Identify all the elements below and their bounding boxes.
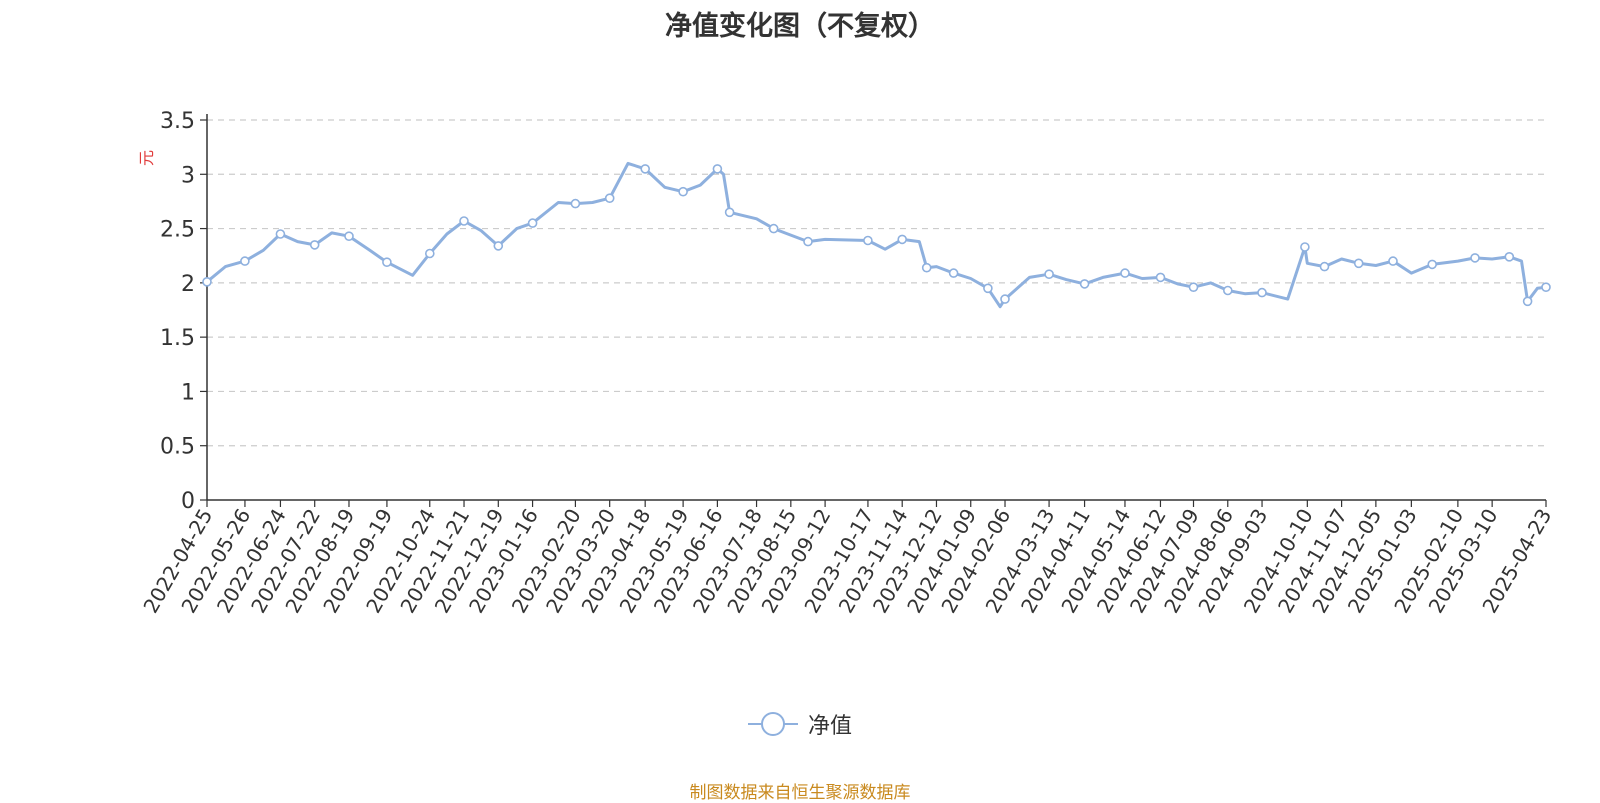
data-point [803, 236, 813, 247]
x-tick-labels: 2022-04-252022-05-262022-06-242022-07-22… [138, 505, 1556, 618]
data-point [459, 216, 469, 226]
data-point [712, 164, 723, 174]
data-point [344, 231, 354, 241]
data-point [1044, 269, 1054, 280]
data-point [724, 207, 735, 218]
series-line [206, 161, 1547, 309]
data-point [493, 241, 504, 251]
data-point [897, 234, 908, 245]
data-point [309, 240, 320, 250]
y-axis-label: 元 [137, 150, 156, 166]
data-point [983, 283, 993, 294]
legend-label: 净值 [807, 714, 852, 739]
data-point [1300, 242, 1310, 252]
data-point [948, 268, 959, 278]
data-point [240, 256, 250, 266]
data-point [382, 257, 392, 268]
legend-line-circle-icon [747, 712, 798, 736]
y-tick-label: 3 [181, 163, 195, 188]
data-point [1223, 285, 1233, 296]
data-point [570, 198, 581, 209]
data-source-note: 制图数据来自恒生聚源数据库 [689, 783, 911, 803]
series-layer [202, 161, 1551, 309]
chart-title: 净值变化图（不复权） [665, 11, 935, 42]
y-tick-label: 0 [181, 489, 195, 514]
y-tick-label: 2.5 [160, 218, 195, 243]
data-point [202, 276, 212, 287]
data-point [1188, 282, 1199, 293]
data-point [1522, 296, 1533, 307]
y-tick-labels: 0 0.5 1 1.5 2 2.5 3 3.5 [160, 109, 195, 514]
data-point [1353, 258, 1364, 269]
data-point [1388, 256, 1398, 266]
data-point [1504, 251, 1515, 262]
y-tick-label: 2 [181, 272, 195, 297]
data-point [768, 223, 779, 234]
y-tick-label: 1 [181, 380, 195, 405]
data-point [275, 229, 286, 239]
data-point [1155, 272, 1166, 283]
y-tick-label: 0.5 [160, 435, 195, 460]
data-point [424, 248, 435, 259]
grid-lines [207, 119, 1546, 447]
data-point [1427, 259, 1437, 270]
data-point [604, 193, 615, 203]
data-point [1257, 287, 1267, 298]
data-point [863, 235, 873, 246]
legend[interactable]: 净值 [0, 708, 1600, 740]
data-point [921, 262, 932, 273]
data-point [1470, 253, 1480, 263]
y-tick-label: 3.5 [160, 109, 195, 134]
data-point [1541, 282, 1551, 293]
axes [200, 114, 1547, 507]
data-point [527, 218, 538, 228]
data-point [1079, 279, 1090, 289]
data-point [1319, 261, 1330, 272]
data-point [678, 186, 688, 197]
data-point [640, 164, 651, 174]
y-tick-label: 1.5 [160, 326, 195, 351]
data-point [1120, 268, 1130, 278]
data-point [1000, 294, 1010, 304]
